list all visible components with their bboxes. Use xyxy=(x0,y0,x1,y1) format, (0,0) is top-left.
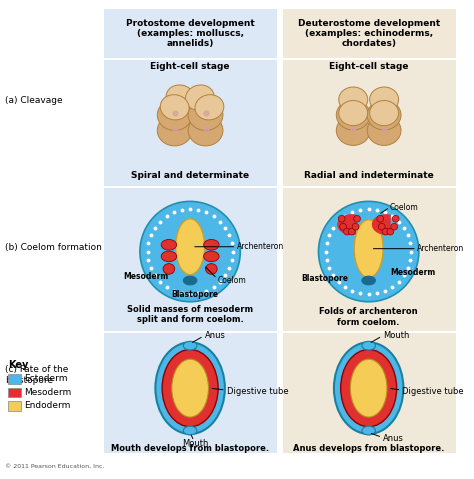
Text: (b) Coelom formation: (b) Coelom formation xyxy=(5,243,102,252)
Ellipse shape xyxy=(157,100,192,130)
Ellipse shape xyxy=(195,95,224,120)
Text: Archenteron: Archenteron xyxy=(237,242,284,251)
Ellipse shape xyxy=(367,115,401,146)
Text: Anus: Anus xyxy=(205,331,226,340)
Text: (a) Cleavage: (a) Cleavage xyxy=(5,95,63,104)
Circle shape xyxy=(344,228,350,235)
FancyBboxPatch shape xyxy=(103,8,277,58)
Ellipse shape xyxy=(337,100,370,130)
FancyBboxPatch shape xyxy=(8,374,21,384)
Text: Solid masses of mesoderm
split and form coelom.: Solid masses of mesoderm split and form … xyxy=(127,305,253,324)
Ellipse shape xyxy=(185,85,214,110)
FancyBboxPatch shape xyxy=(282,331,456,454)
Ellipse shape xyxy=(354,220,383,278)
Circle shape xyxy=(392,216,399,222)
Text: Radial and indeterminate: Radial and indeterminate xyxy=(304,171,434,180)
Ellipse shape xyxy=(339,101,368,125)
Text: Ectoderm: Ectoderm xyxy=(24,375,68,384)
Circle shape xyxy=(338,216,345,222)
Ellipse shape xyxy=(339,87,368,112)
Circle shape xyxy=(340,223,346,230)
FancyBboxPatch shape xyxy=(8,401,21,411)
Circle shape xyxy=(377,216,383,222)
Ellipse shape xyxy=(362,276,375,285)
Circle shape xyxy=(382,228,389,235)
Ellipse shape xyxy=(155,342,225,434)
Text: Archenteron: Archenteron xyxy=(417,244,464,253)
Text: Mesoderm: Mesoderm xyxy=(123,272,168,281)
Circle shape xyxy=(354,216,360,222)
Circle shape xyxy=(391,223,398,230)
Ellipse shape xyxy=(204,240,219,250)
Text: Spiral and determinate: Spiral and determinate xyxy=(131,171,249,180)
Ellipse shape xyxy=(183,426,197,435)
Text: Blastopore: Blastopore xyxy=(301,274,348,283)
Text: Anus develops from blastopore.: Anus develops from blastopore. xyxy=(293,444,444,453)
Ellipse shape xyxy=(204,251,219,262)
Text: Coelom: Coelom xyxy=(390,203,419,212)
Ellipse shape xyxy=(206,263,217,274)
Ellipse shape xyxy=(183,342,197,350)
Text: Anus: Anus xyxy=(383,434,404,443)
Text: Key: Key xyxy=(8,360,28,370)
Text: Eight-cell stage: Eight-cell stage xyxy=(329,62,409,71)
Ellipse shape xyxy=(163,263,175,274)
Ellipse shape xyxy=(334,342,403,434)
Text: Protostome development
(examples: molluscs,
annelids): Protostome development (examples: mollus… xyxy=(126,19,255,48)
Text: Folds of archenteron
form coelom.: Folds of archenteron form coelom. xyxy=(319,308,418,327)
Ellipse shape xyxy=(157,115,192,146)
Circle shape xyxy=(378,223,385,230)
Ellipse shape xyxy=(160,95,189,120)
Ellipse shape xyxy=(337,115,370,146)
FancyBboxPatch shape xyxy=(282,58,456,187)
FancyBboxPatch shape xyxy=(103,58,277,187)
Text: (c) Fate of the
blastopore: (c) Fate of the blastopore xyxy=(5,365,68,385)
Circle shape xyxy=(352,223,359,230)
Ellipse shape xyxy=(370,101,399,125)
Polygon shape xyxy=(338,215,356,234)
Ellipse shape xyxy=(161,240,177,250)
Ellipse shape xyxy=(341,350,397,427)
Ellipse shape xyxy=(362,426,375,435)
Text: Mesoderm: Mesoderm xyxy=(24,388,72,397)
Text: Eight-cell stage: Eight-cell stage xyxy=(150,62,230,71)
Polygon shape xyxy=(373,215,390,234)
Text: Deuterostome development
(examples: echinoderms,
chordates): Deuterostome development (examples: echi… xyxy=(298,19,440,48)
FancyBboxPatch shape xyxy=(103,187,277,331)
Text: Mouth: Mouth xyxy=(182,439,208,448)
Text: © 2011 Pearson Education, Inc.: © 2011 Pearson Education, Inc. xyxy=(5,463,104,468)
Ellipse shape xyxy=(188,115,223,146)
Ellipse shape xyxy=(176,219,205,275)
Ellipse shape xyxy=(370,87,399,112)
FancyBboxPatch shape xyxy=(103,331,277,454)
Circle shape xyxy=(387,228,394,235)
Ellipse shape xyxy=(166,85,195,110)
Text: Digestive tube: Digestive tube xyxy=(402,387,464,396)
Ellipse shape xyxy=(161,251,177,262)
Ellipse shape xyxy=(183,276,197,285)
Text: Mouth: Mouth xyxy=(383,331,410,340)
Ellipse shape xyxy=(350,359,387,417)
Text: Mouth develops from blastopore.: Mouth develops from blastopore. xyxy=(111,444,269,453)
Text: Digestive tube: Digestive tube xyxy=(227,387,288,396)
Circle shape xyxy=(140,201,240,302)
FancyBboxPatch shape xyxy=(282,187,456,331)
Text: Mesoderm: Mesoderm xyxy=(391,268,436,277)
Text: Endoderm: Endoderm xyxy=(24,401,71,411)
FancyBboxPatch shape xyxy=(282,8,456,58)
Text: Coelom: Coelom xyxy=(217,276,246,285)
Ellipse shape xyxy=(172,359,209,417)
Circle shape xyxy=(348,228,355,235)
Ellipse shape xyxy=(162,350,218,427)
Circle shape xyxy=(319,201,419,302)
Ellipse shape xyxy=(188,100,223,130)
Ellipse shape xyxy=(362,342,375,350)
Text: Blastopore: Blastopore xyxy=(172,289,219,298)
Ellipse shape xyxy=(367,100,401,130)
FancyBboxPatch shape xyxy=(8,388,21,397)
